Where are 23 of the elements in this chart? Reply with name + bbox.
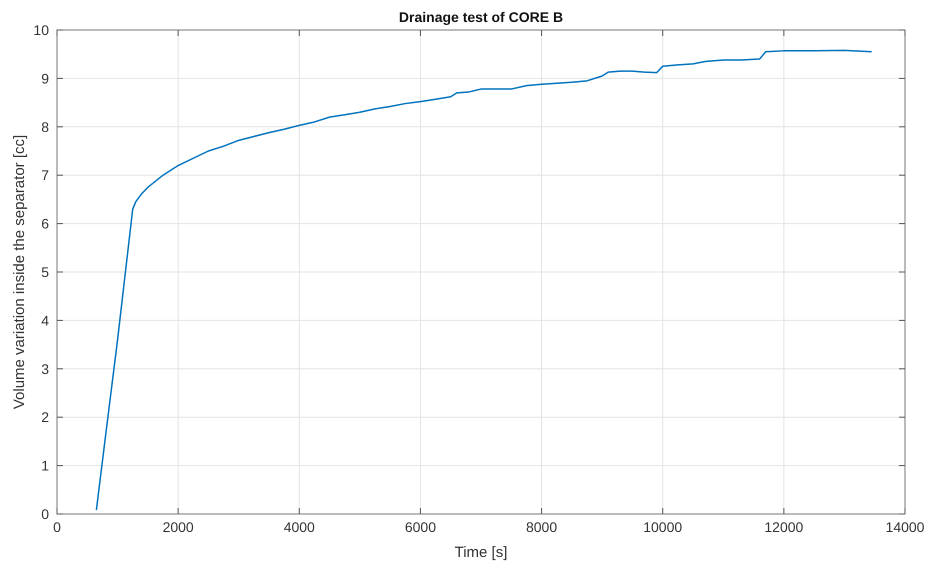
x-tick-label: 4000 <box>284 519 316 535</box>
y-axis-title: Volume variation inside the separator [cc] <box>11 134 28 410</box>
y-tick-label: 6 <box>41 216 50 232</box>
x-tick-label: 10000 <box>643 519 682 535</box>
y-tick-label: 9 <box>41 70 50 86</box>
y-tick-label: 10 <box>33 22 50 38</box>
y-tick-label: 7 <box>41 167 50 184</box>
x-tick-label: 12000 <box>764 519 804 535</box>
y-tick-label: 1 <box>41 458 50 474</box>
x-tick-label: 2000 <box>162 519 194 535</box>
y-tick-label: 5 <box>41 264 50 280</box>
y-tick-label: 4 <box>41 312 50 328</box>
x-axis-title: Time [s] <box>454 544 508 561</box>
y-tick-label: 0 <box>41 506 50 522</box>
y-tick-label: 2 <box>41 409 50 426</box>
line-series <box>96 50 872 511</box>
x-tick-label: 6000 <box>404 519 436 535</box>
chart-title: Drainage test of CORE B <box>398 9 564 25</box>
y-tick-label: 3 <box>41 360 50 377</box>
x-tick-label: 0 <box>53 519 62 535</box>
x-tick-label: 14000 <box>886 519 925 535</box>
x-tick-label: 8000 <box>526 519 558 535</box>
y-tick-label: 8 <box>41 118 50 135</box>
